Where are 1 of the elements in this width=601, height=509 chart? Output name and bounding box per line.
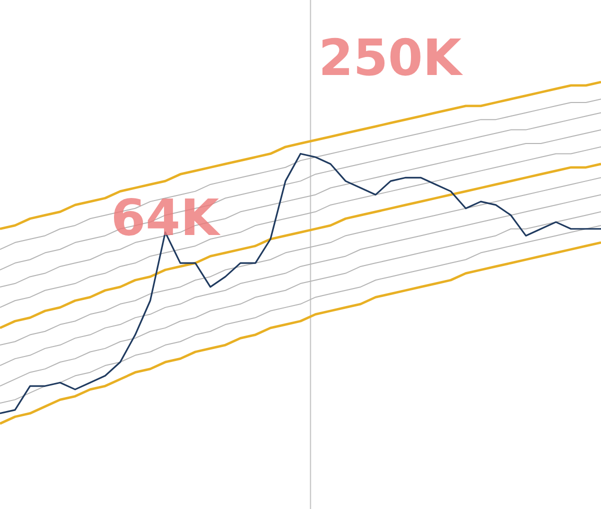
annotation: 250K bbox=[318, 28, 464, 87]
